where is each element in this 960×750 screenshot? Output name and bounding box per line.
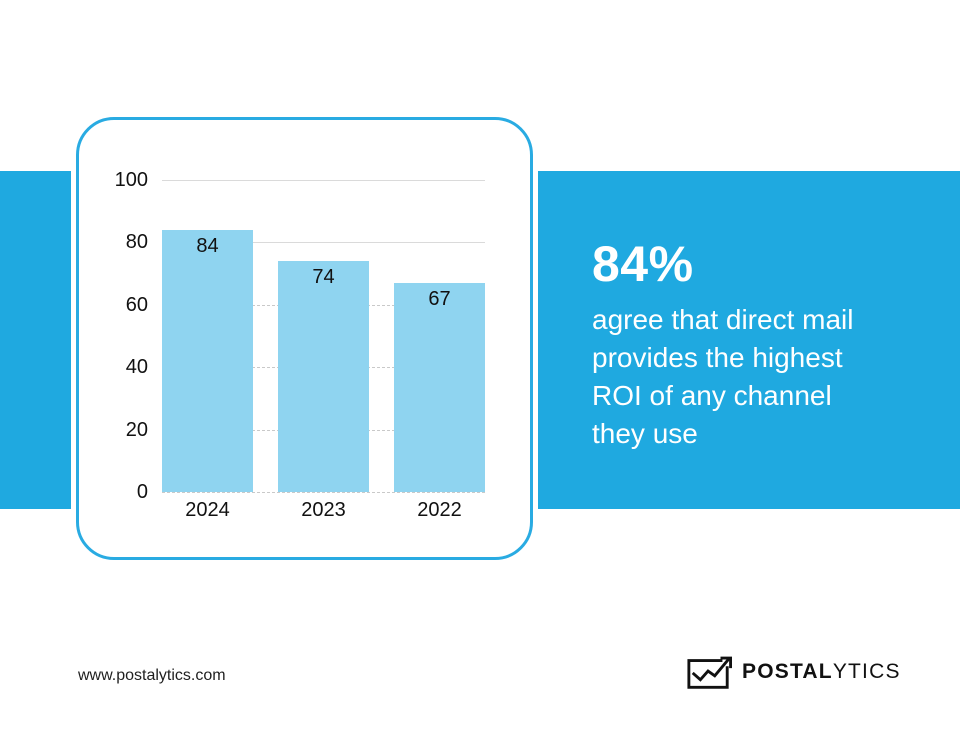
gridline-100 xyxy=(162,180,485,181)
website-url: www.postalytics.com xyxy=(78,667,226,684)
gridline-80 xyxy=(162,242,485,244)
stat-description: agree that direct mail provides the high… xyxy=(592,304,854,449)
stat-value: 84% xyxy=(592,236,694,292)
bar-chart: 0 20 40 60 80 100 84 2024 74 2023 67 2022 xyxy=(115,170,485,521)
bar-2022: 67 xyxy=(394,282,485,492)
y-tick-label-80: 80 xyxy=(125,231,148,254)
brand-logo: POSTALYTICS xyxy=(686,652,901,692)
y-tick-label-40: 40 xyxy=(125,356,148,379)
bar-value-label-2023: 74 xyxy=(312,266,335,289)
bar-value-label-2024: 84 xyxy=(196,234,219,257)
envelope-trend-icon xyxy=(687,656,732,689)
gridline-0 xyxy=(162,492,485,493)
x-tick-label-2023: 2023 xyxy=(301,499,346,521)
bar-value-label-2022: 67 xyxy=(428,287,451,310)
y-tick-label-0: 0 xyxy=(136,481,148,503)
y-tick-label-20: 20 xyxy=(125,418,148,441)
brand-wordmark-bold: POSTAL xyxy=(742,660,833,683)
y-tick-label-100: 100 xyxy=(114,169,148,191)
bar-2023: 74 xyxy=(278,261,369,492)
x-tick-label-2024: 2024 xyxy=(185,499,230,521)
y-tick-label-60: 60 xyxy=(125,293,148,316)
brand-wordmark: POSTALYTICS xyxy=(742,660,901,684)
chart-card: 0 20 40 60 80 100 84 2024 74 2023 67 2022 xyxy=(76,117,533,560)
bar-2024: 84 xyxy=(162,229,253,492)
brand-wordmark-light: YTICS xyxy=(832,660,901,683)
x-tick-label-2022: 2022 xyxy=(417,499,462,521)
stat-callout: 84% agree that direct mail provides the … xyxy=(592,236,853,453)
